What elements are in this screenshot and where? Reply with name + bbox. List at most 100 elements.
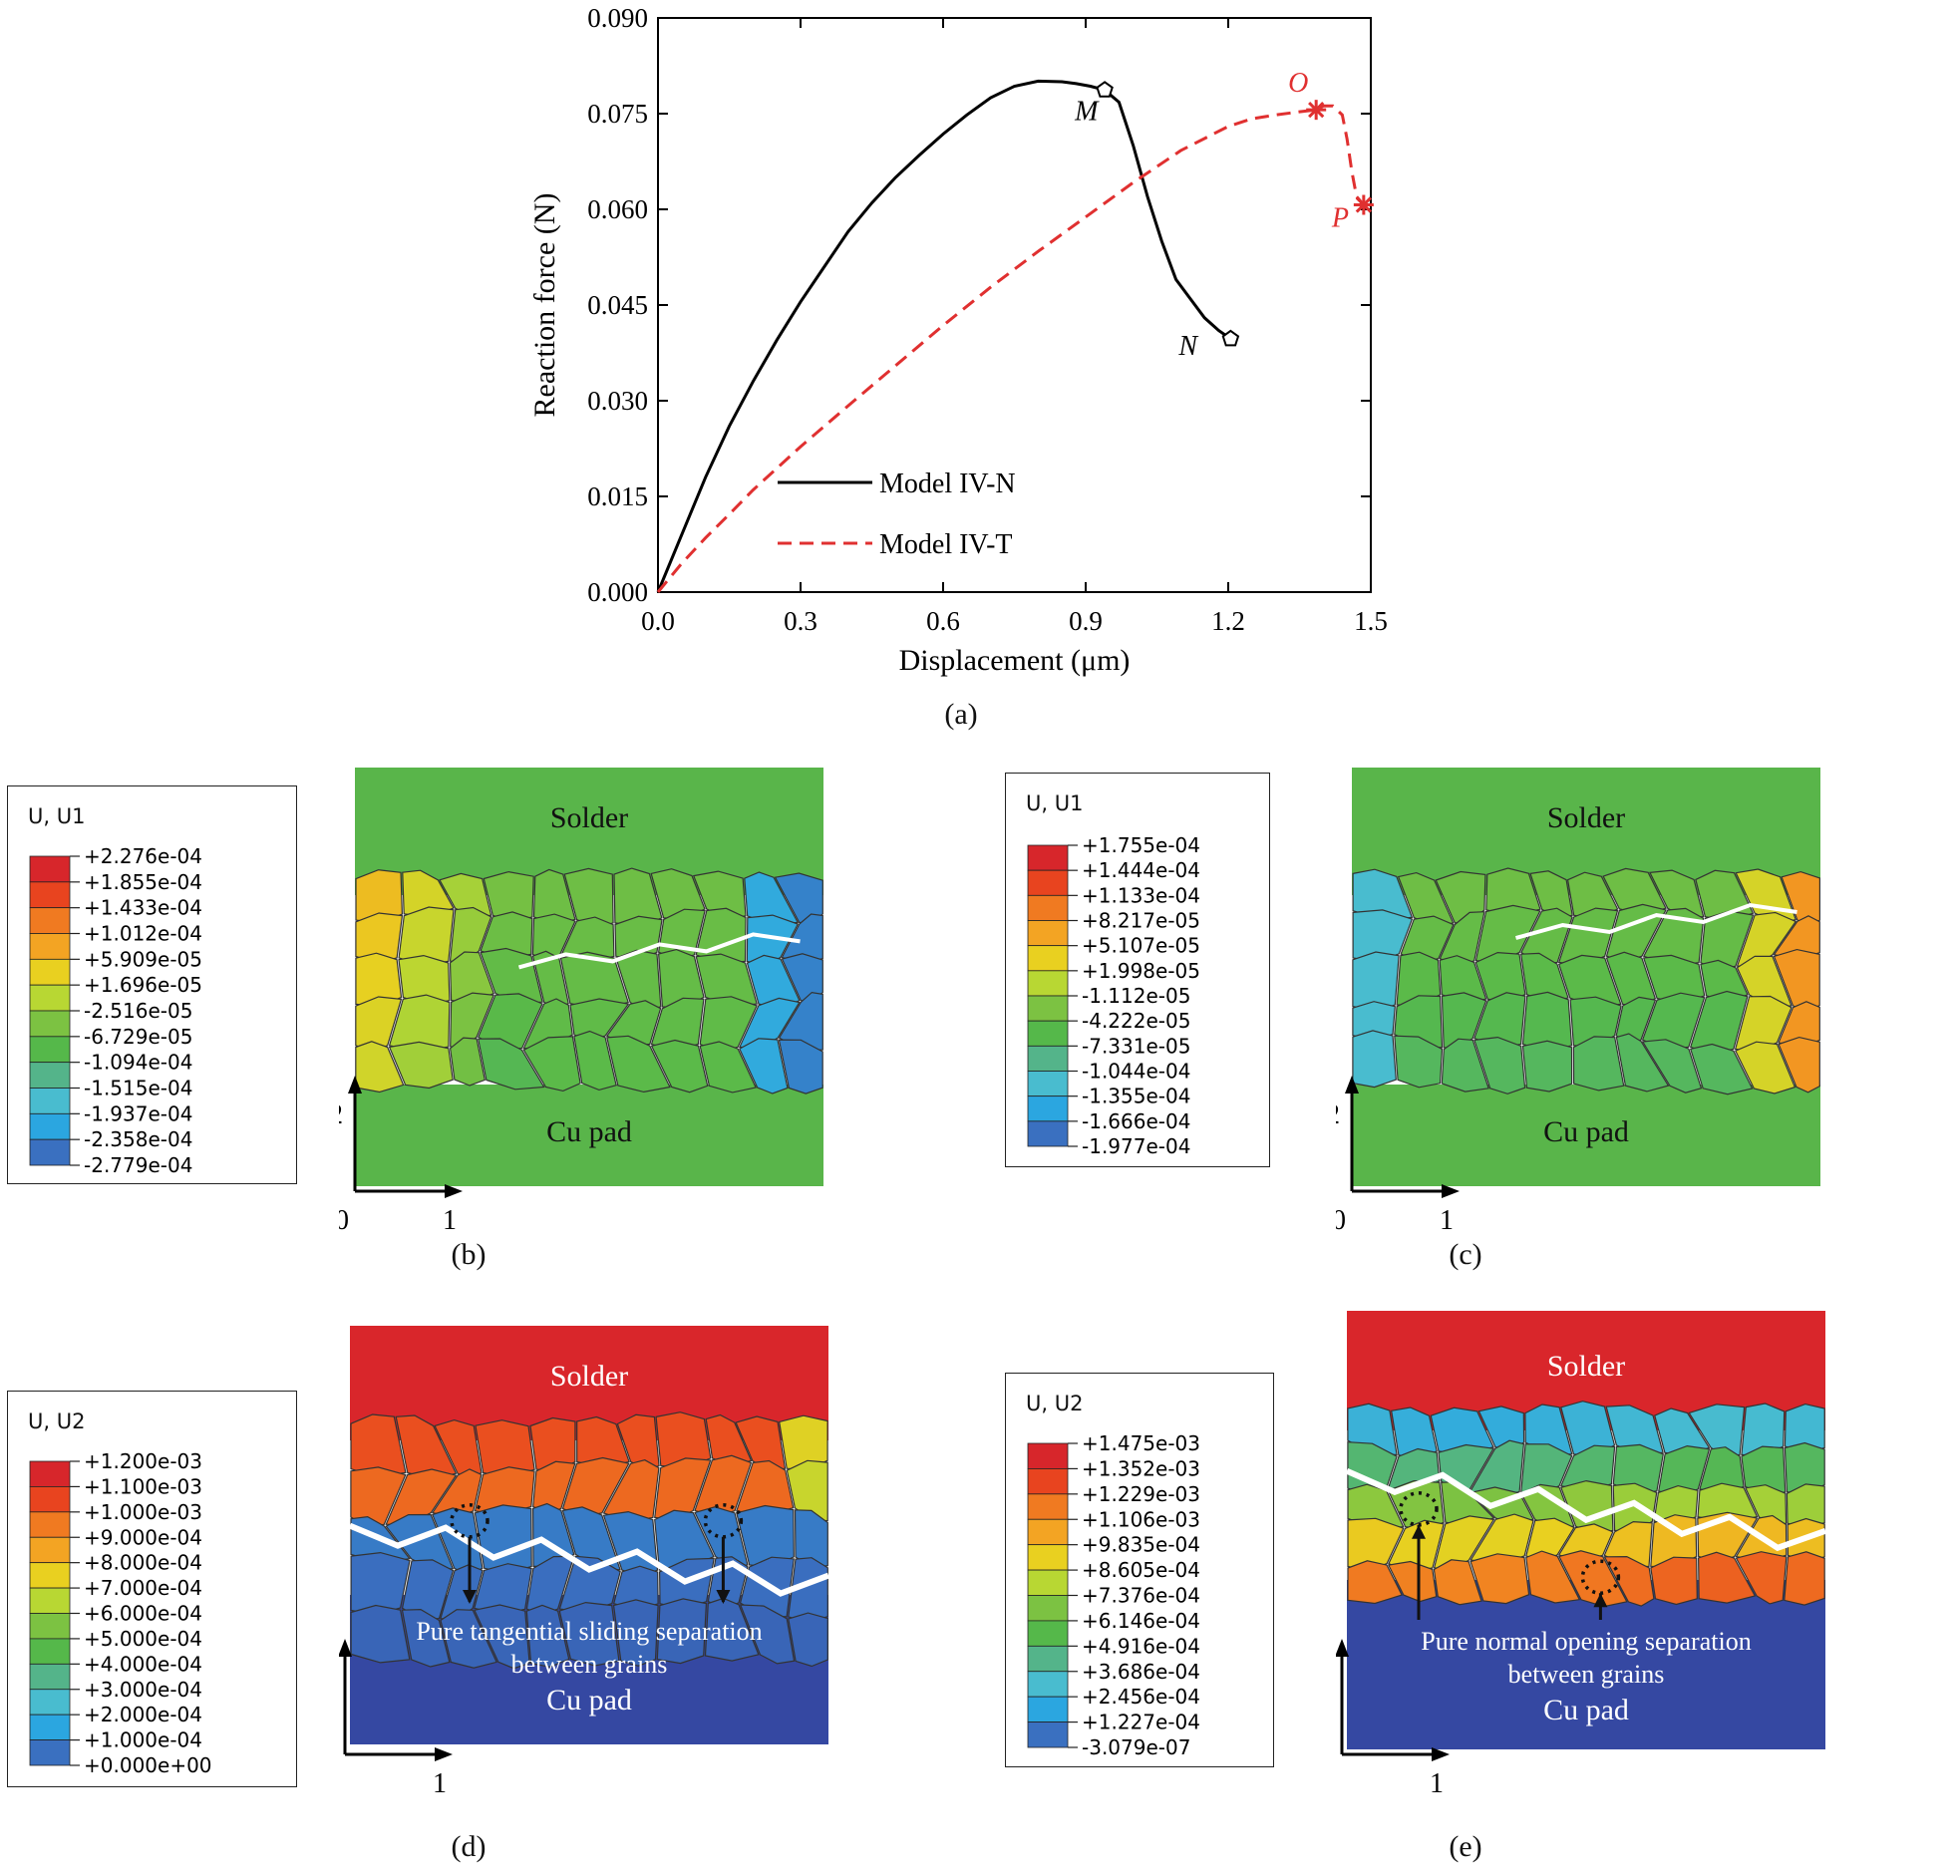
scale-value: +7.000e-04 (84, 1576, 202, 1600)
grain (532, 1460, 576, 1514)
grain (569, 998, 630, 1043)
grain (1352, 951, 1400, 1013)
scale-value: +5.909e-05 (84, 947, 202, 971)
scale-swatch (1027, 920, 1069, 947)
grain (1653, 1484, 1699, 1526)
scale-value: +6.000e-04 (84, 1602, 202, 1626)
grain (480, 947, 543, 1005)
grain (522, 1036, 581, 1093)
grain (695, 953, 758, 1008)
scale-swatch (29, 1638, 71, 1665)
scale-swatch (1027, 1544, 1069, 1571)
grain (1658, 1444, 1711, 1497)
cu-pad-region (355, 1085, 823, 1186)
grain (1396, 951, 1442, 1007)
grain (401, 1559, 455, 1620)
grain (1781, 870, 1820, 927)
grain (779, 1414, 828, 1471)
axis-1-arrow (445, 1184, 463, 1198)
scale-swatch (29, 1663, 71, 1691)
grain (1741, 1445, 1787, 1496)
fem-plot-b: Solder Cu pad 2 1 0 (339, 768, 823, 1236)
grain (1566, 871, 1619, 919)
grain (1784, 1551, 1825, 1606)
scale-value: +2.000e-04 (84, 1703, 202, 1726)
grain (1347, 1560, 1403, 1605)
scale-value: +1.696e-05 (84, 973, 202, 997)
grain (573, 1030, 617, 1092)
color-scale: +1.755e-04+1.444e-04+1.133e-04+8.217e-05… (1027, 833, 1200, 1158)
axis-1-arrow (435, 1747, 453, 1761)
grain (1735, 1551, 1788, 1605)
scale-value: +1.200e-03 (84, 1449, 202, 1473)
caption-a: (a) (944, 698, 978, 731)
scale-value: +0.000e+00 (84, 1753, 212, 1777)
grain (1560, 1401, 1616, 1456)
scale-value: -2.358e-04 (84, 1127, 192, 1151)
grain (650, 1039, 709, 1094)
grain (1485, 867, 1541, 916)
grain (1736, 955, 1793, 1007)
annotation-line1: Pure normal opening separation (1421, 1627, 1751, 1656)
grain (532, 868, 576, 925)
legend-label-model-iv-n: Model IV-N (879, 469, 1016, 499)
scale-swatch (1027, 1071, 1069, 1097)
scale-swatch (29, 1536, 71, 1564)
grain (1697, 1482, 1759, 1524)
scale-value: +3.686e-04 (1082, 1660, 1200, 1684)
grain (1559, 1444, 1616, 1492)
legend-title: U, U2 (1026, 1392, 1084, 1415)
grain (738, 997, 801, 1050)
grain (654, 1509, 715, 1571)
grain (657, 948, 705, 1009)
scale-swatch (1027, 1595, 1069, 1622)
y-axis-label: Reaction force (N) (528, 193, 561, 418)
grain (746, 914, 800, 966)
cu-pad-region (1352, 1085, 1820, 1186)
grain (1612, 1443, 1664, 1494)
grain (1521, 991, 1573, 1052)
grain (656, 1598, 708, 1665)
reaction-force-chart: 0.0 0.3 0.6 0.9 1.2 1.5 0.000 0.015 0.030 0.045 0.… (528, 3, 1388, 677)
grain (1520, 1483, 1575, 1530)
grain (781, 913, 823, 965)
grain (558, 1555, 621, 1613)
grain (1387, 1479, 1445, 1531)
grain (1734, 995, 1793, 1053)
legend-title: U, U1 (1026, 791, 1084, 815)
scale-swatch (29, 907, 71, 934)
scale-value: -1.355e-04 (1082, 1085, 1190, 1108)
solder-label: Solder (550, 801, 628, 834)
grain-mesh (350, 1411, 828, 1670)
grain (1612, 1482, 1658, 1533)
grain (606, 1035, 671, 1094)
grain (1474, 951, 1526, 1004)
grain (788, 1612, 828, 1668)
grain (1699, 1446, 1745, 1495)
grain (1388, 1519, 1445, 1573)
grain (1649, 869, 1705, 919)
grain (612, 1599, 659, 1667)
legend-title: U, U1 (28, 804, 86, 828)
scale-value: +1.133e-04 (1082, 883, 1200, 907)
grain (1784, 1403, 1825, 1454)
grain (480, 911, 533, 960)
marker-label-M: M (1074, 96, 1100, 127)
grain (474, 1604, 530, 1670)
grain (602, 1510, 659, 1577)
scale-value: +1.229e-03 (1082, 1482, 1200, 1506)
scale-value: -2.516e-05 (84, 999, 192, 1023)
scale-value: +2.276e-04 (84, 844, 202, 868)
scale-swatch (1027, 1493, 1069, 1520)
grain (1784, 1441, 1825, 1495)
grain (1641, 992, 1706, 1051)
cu-pad-label: Cu pad (546, 1115, 632, 1148)
scale-value: +1.444e-04 (1082, 858, 1200, 882)
grain (440, 1609, 497, 1669)
grain (1352, 1001, 1396, 1042)
scale-swatch (29, 1062, 71, 1089)
scale-swatch (1027, 844, 1069, 871)
grain (1642, 907, 1705, 966)
scale-value: +1.100e-03 (84, 1474, 202, 1498)
grain (655, 1411, 712, 1469)
